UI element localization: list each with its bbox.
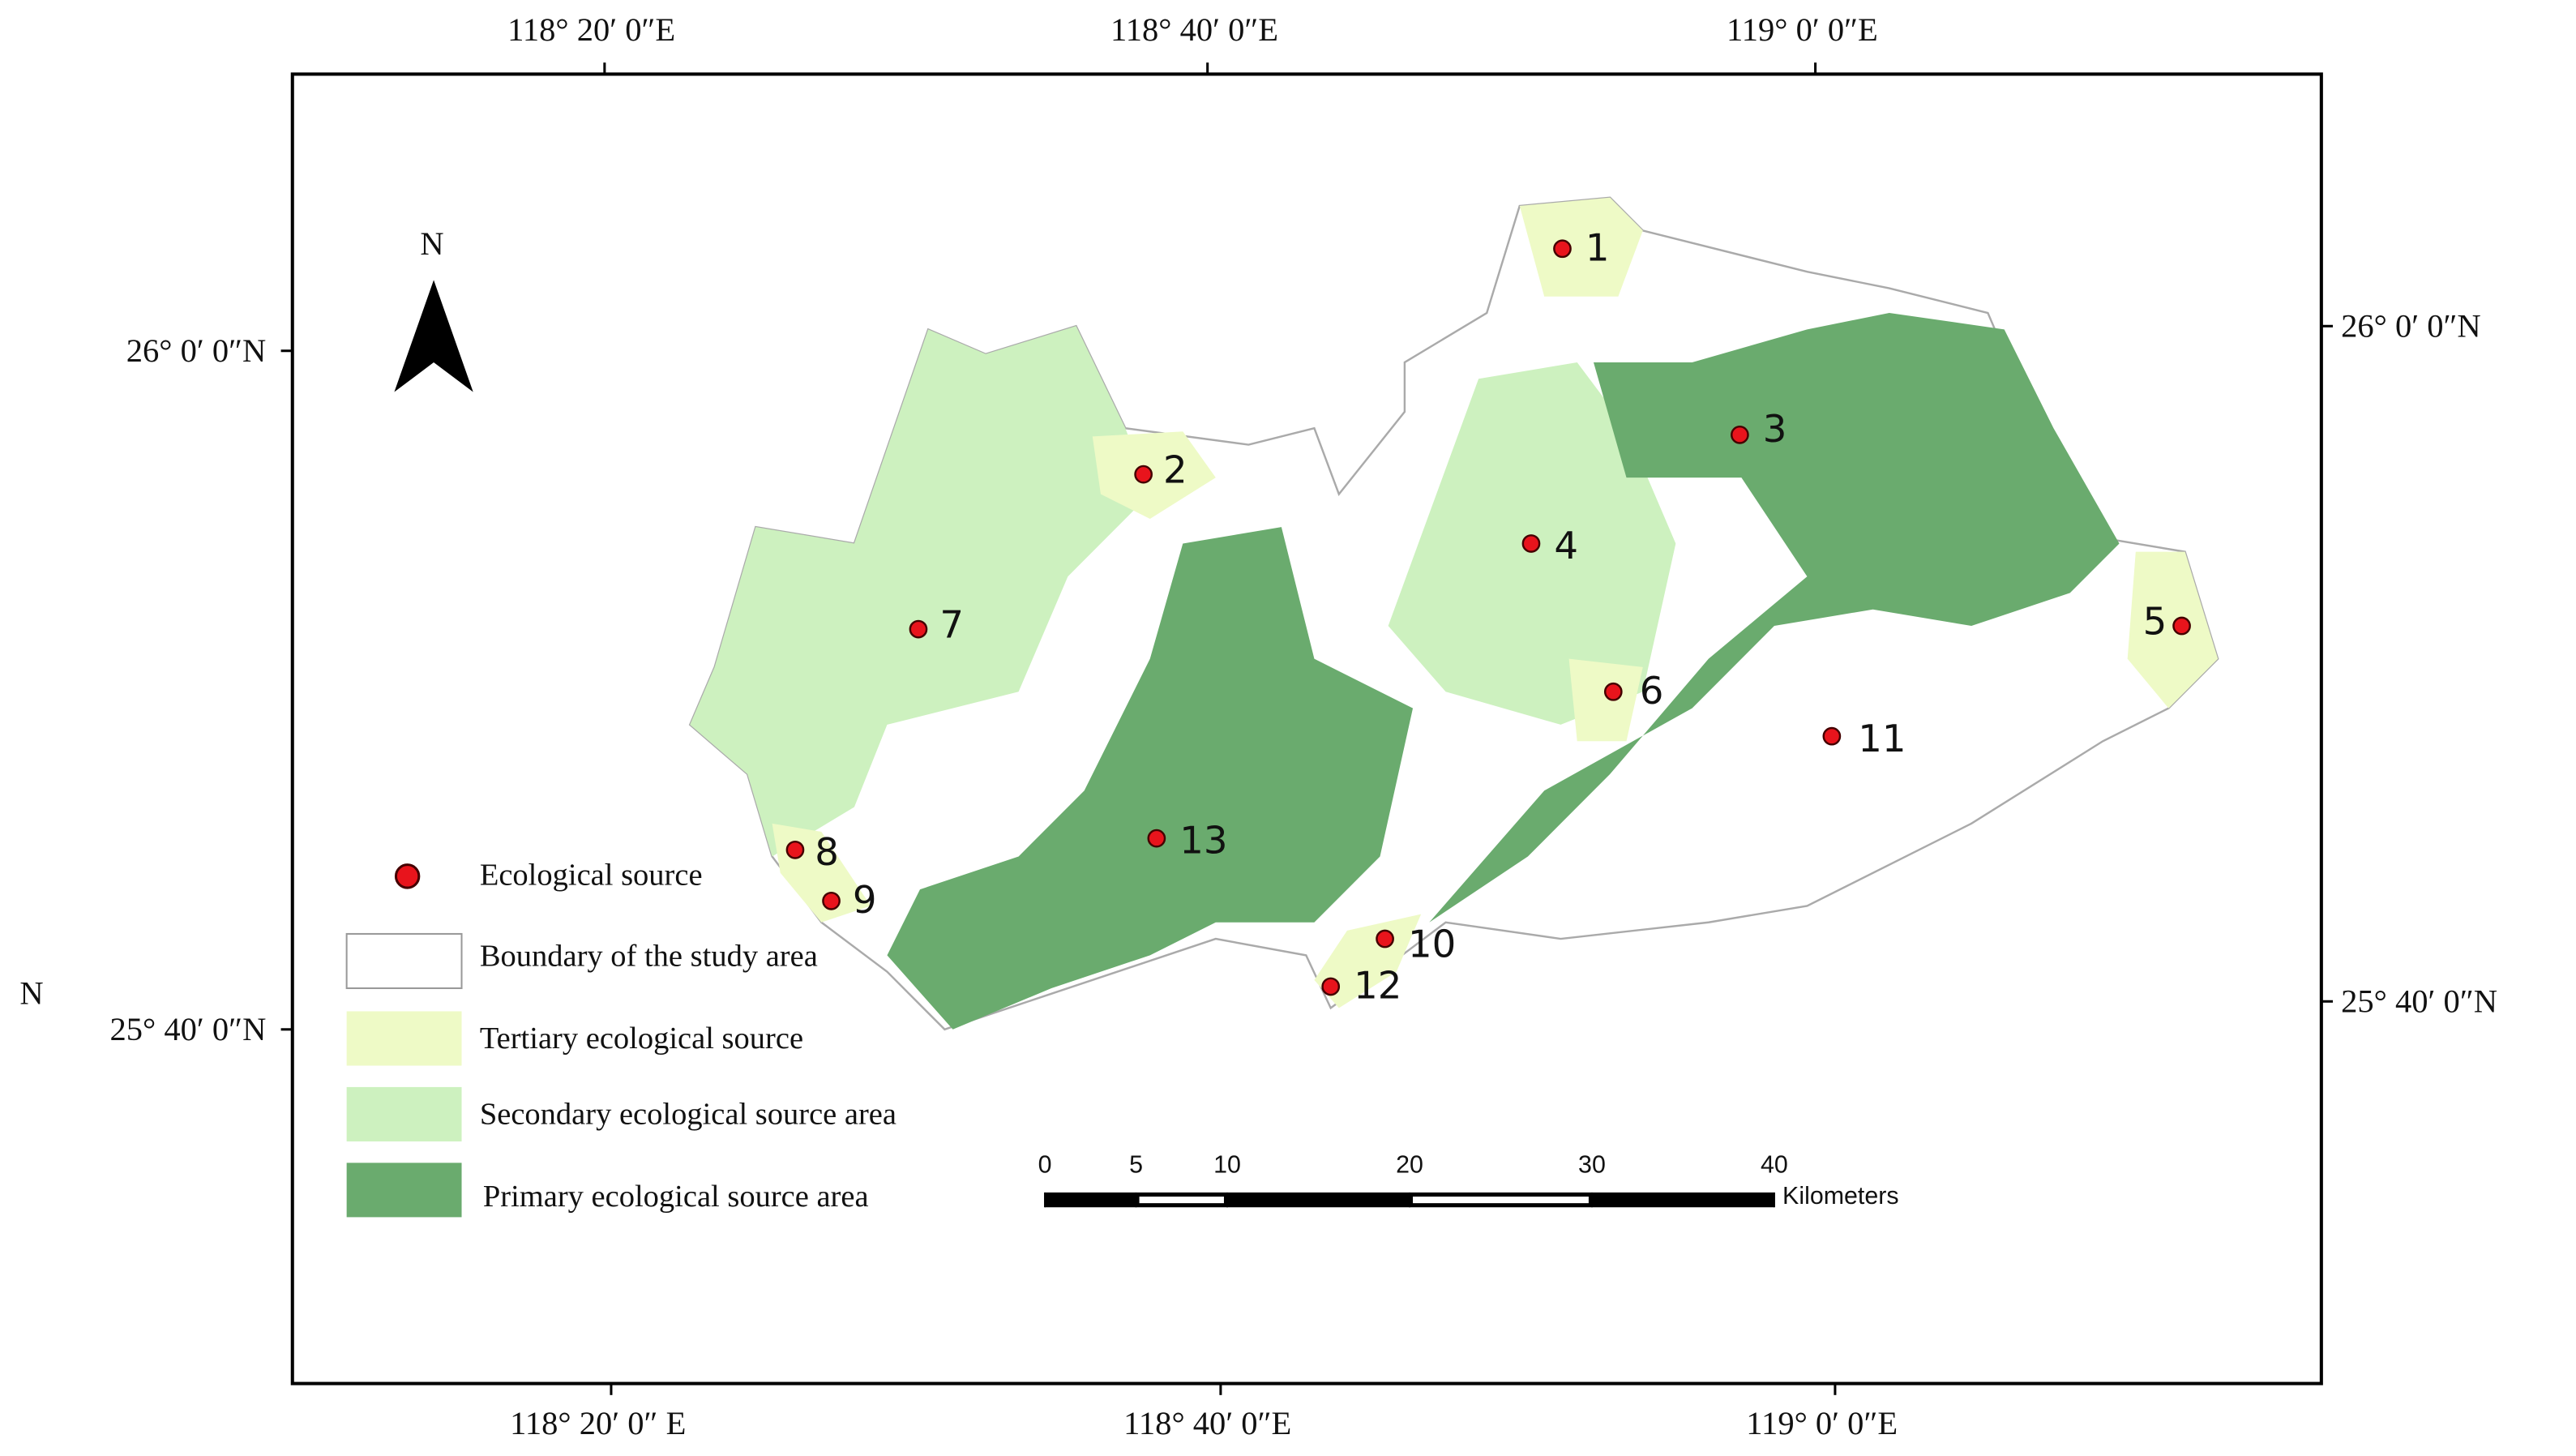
- primary-area: [1429, 313, 2120, 923]
- coordinate-label: 25° 40′ 0″N: [110, 1011, 267, 1047]
- scale-label: 5: [1129, 1150, 1143, 1178]
- coordinate-label: 118° 40′ 0″E: [1123, 1405, 1291, 1441]
- ecological-source: [1321, 977, 1341, 996]
- coordinate-label: 119° 0′ 0″E: [1746, 1405, 1898, 1441]
- ecological-source: [1134, 465, 1153, 484]
- legend-label: Tertiary ecological source: [480, 1021, 803, 1056]
- coordinate-label: 25° 40′ 0″N: [2341, 983, 2497, 1020]
- source-label: 9: [853, 879, 877, 923]
- coordinate-label: N: [19, 974, 43, 1011]
- scale-label: 0: [1038, 1150, 1052, 1178]
- north-label: N: [420, 225, 443, 262]
- secondary-area: [690, 326, 1150, 857]
- scale-label: 30: [1578, 1150, 1606, 1178]
- primary-area: [887, 527, 1414, 1030]
- scale-label: 40: [1761, 1150, 1788, 1178]
- scale-unit: Kilometers: [1782, 1182, 1899, 1210]
- source-label: 13: [1179, 820, 1227, 863]
- source-label: 5: [2143, 600, 2167, 644]
- legend-symbol: [394, 863, 421, 889]
- scale-segment: [1413, 1197, 1589, 1204]
- legend-label: Secondary ecological source area: [480, 1097, 896, 1131]
- ecological-source: [909, 619, 928, 639]
- source-label: 10: [1408, 923, 1456, 967]
- source-label: 11: [1858, 717, 1906, 761]
- coordinate-label: 26° 0′ 0″N: [126, 332, 267, 369]
- source-label: 4: [1554, 525, 1578, 568]
- coordinate-label: 118° 40′ 0″E: [1110, 11, 1278, 48]
- scale-label: 10: [1213, 1150, 1241, 1178]
- ecological-source: [822, 891, 841, 910]
- source-label: 12: [1354, 964, 1401, 1008]
- north-arrow: [394, 280, 473, 392]
- legend-label: Primary ecological source area: [483, 1180, 869, 1214]
- legend-symbol: [345, 932, 463, 990]
- source-label: 3: [1763, 408, 1787, 452]
- coordinate-label: 118° 20′ 0″ E: [510, 1405, 686, 1441]
- source-label: 8: [815, 831, 839, 875]
- scale-label: 20: [1396, 1150, 1423, 1178]
- legend-symbol: [346, 1011, 462, 1066]
- coordinate-label: 26° 0′ 0″N: [2341, 308, 2481, 345]
- ecological-source: [2172, 616, 2191, 636]
- ecological-source: [1822, 726, 1842, 746]
- legend-label: Ecological source: [480, 859, 703, 893]
- ecological-source: [1521, 534, 1541, 553]
- coordinate-label: 119° 0′ 0″E: [1727, 11, 1878, 48]
- ecological-source: [1603, 682, 1623, 701]
- source-label: 7: [939, 604, 964, 648]
- ecological-source: [1147, 829, 1166, 848]
- source-label: 6: [1640, 670, 1664, 713]
- scale-segment: [1139, 1197, 1224, 1204]
- ecological-source: [1731, 425, 1749, 444]
- legend-symbol: [346, 1163, 462, 1218]
- legend-symbol: [346, 1086, 462, 1141]
- legend-label: Boundary of the study area: [480, 939, 818, 973]
- tertiary-areas: [772, 197, 2219, 1008]
- ecological-source: [785, 840, 805, 859]
- ecological-source: [1553, 239, 1572, 259]
- coordinate-label: 118° 20′ 0″E: [507, 11, 675, 48]
- source-label: 2: [1163, 449, 1187, 493]
- source-label: 1: [1585, 226, 1610, 270]
- ecological-source: [1376, 929, 1394, 949]
